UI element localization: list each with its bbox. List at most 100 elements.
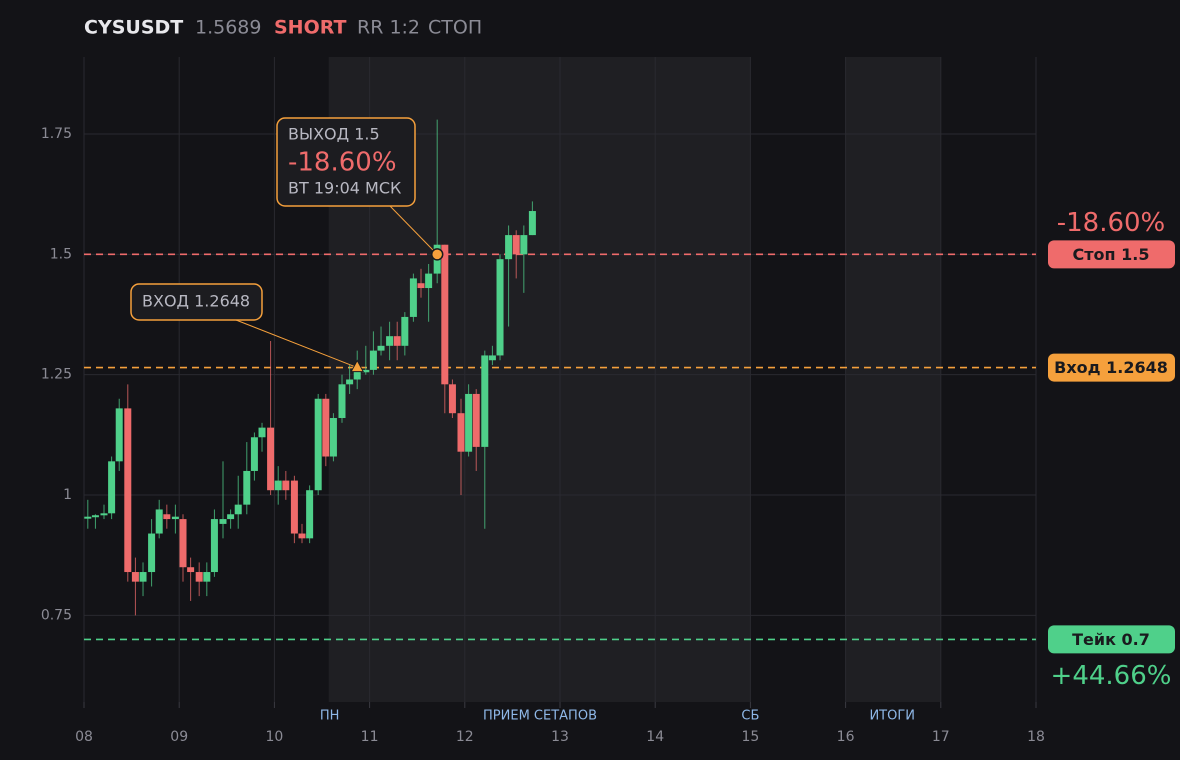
candle-body (203, 572, 211, 582)
annotation-leader (235, 319, 358, 369)
candle-body (171, 516, 179, 520)
x-tick-label: 17 (932, 729, 950, 745)
candle-body (528, 211, 536, 236)
session-label: ПРИЕМ СЕТАПОВ (483, 709, 597, 724)
annotation-text: ВХОД 1.2648 (142, 292, 250, 311)
candle-body (417, 283, 425, 289)
annotation-text: ВТ 19:04 МСК (288, 179, 402, 198)
candle-body (386, 336, 394, 346)
candle-body (488, 355, 496, 361)
level-pill (1048, 240, 1175, 269)
candle-body (409, 278, 417, 317)
price: 1.5689 (195, 17, 261, 39)
side: SHORT (274, 17, 347, 39)
symbol: CYSUSDT (84, 17, 183, 39)
candle-body (155, 509, 163, 534)
candle-body (441, 244, 449, 385)
candle-body (290, 480, 298, 534)
candle-body (148, 533, 156, 573)
candle-body (131, 572, 139, 582)
candle-body (393, 336, 401, 346)
candle-body (465, 393, 473, 452)
candle-body (187, 567, 195, 573)
x-tick-label: 18 (1027, 729, 1045, 745)
candle-body (338, 384, 346, 419)
candle-body (210, 519, 218, 573)
candle-body (314, 398, 322, 491)
x-tick-label: 09 (170, 729, 188, 745)
x-tick-label: 11 (361, 729, 379, 745)
level-pill (1048, 353, 1175, 382)
x-tick-label: 13 (551, 729, 569, 745)
candle-body (448, 384, 456, 414)
level-percent: -18.60% (1057, 208, 1166, 238)
session-label: ПН (320, 709, 340, 724)
candle-body (195, 572, 203, 582)
candle-body (234, 504, 242, 515)
candle-body (274, 480, 282, 491)
y-tick-label: 1.25 (41, 367, 72, 383)
candle-body (496, 259, 504, 356)
candle-body (457, 413, 465, 452)
candle-body (250, 437, 258, 471)
y-tick-label: 1.75 (41, 126, 72, 142)
candle-body (472, 393, 480, 447)
candle-body (219, 519, 227, 524)
candle-body (346, 379, 354, 385)
y-tick-label: 0.75 (41, 607, 72, 623)
level-pill (1048, 625, 1175, 654)
candle-body (298, 533, 306, 539)
candle-body (505, 235, 513, 260)
candle-body (227, 514, 235, 520)
x-tick-label: 16 (837, 729, 855, 745)
candle-body (124, 408, 132, 573)
level-label: Тейк 0.7 (1072, 630, 1150, 649)
candle-body (84, 516, 92, 519)
candle-body (108, 461, 116, 514)
candle-body (258, 427, 266, 438)
x-tick-label: 14 (646, 729, 664, 745)
candle-body (512, 235, 520, 255)
x-tick-label: 10 (265, 729, 283, 745)
candle-body (91, 515, 99, 518)
candle-body (401, 316, 409, 346)
candle-body (369, 350, 377, 370)
session-label: СБ (741, 709, 759, 724)
candle-body (243, 470, 251, 505)
candle-body (329, 418, 337, 457)
status: СТОП (428, 17, 482, 39)
annotation-text: ВЫХОД 1.5 (288, 125, 380, 144)
candle-body (179, 519, 187, 568)
candle-body (481, 355, 489, 447)
annotation-leader (389, 205, 438, 255)
candle-body (362, 369, 370, 373)
session-label: ИТОГИ (869, 709, 915, 724)
candle-body (322, 398, 330, 457)
x-tick-label: 08 (75, 729, 93, 745)
annotation-text: -18.60% (288, 148, 397, 178)
candle-body (115, 408, 123, 462)
level-percent: +44.66% (1051, 661, 1172, 691)
header: CYSUSDT 1.5689 SHORT RR 1:2 СТОП (84, 17, 482, 39)
candle-body (163, 514, 171, 520)
session-shade (845, 57, 941, 702)
entry-marker (350, 359, 365, 373)
candle-body (139, 572, 147, 582)
x-tick-label: 12 (456, 729, 474, 745)
y-tick-label: 1 (63, 487, 72, 503)
candle-body (282, 480, 290, 491)
candle-body (306, 490, 314, 539)
level-label: Вход 1.2648 (1054, 358, 1168, 377)
candle-body (100, 513, 108, 516)
candle-body (377, 345, 385, 351)
candle-body (425, 273, 433, 289)
candle-body (353, 369, 361, 380)
candle-body (520, 235, 528, 255)
risk-reward: RR 1:2 (357, 17, 420, 39)
level-label: Стоп 1.5 (1073, 245, 1150, 264)
x-tick-label: 15 (741, 729, 759, 745)
annotation-box (276, 117, 416, 207)
y-tick-label: 1.5 (50, 246, 72, 262)
